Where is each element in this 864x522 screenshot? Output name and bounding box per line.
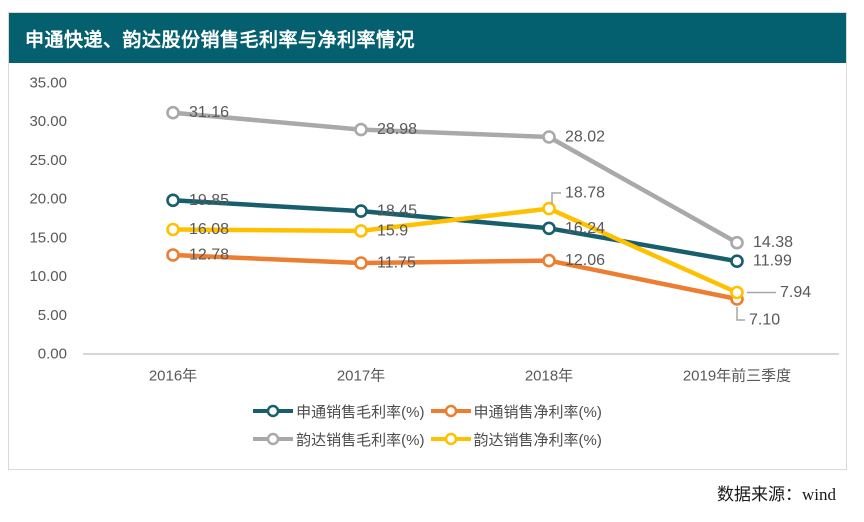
y-axis-label: 35.00 — [29, 75, 67, 92]
data-point-sto_gross — [166, 193, 180, 208]
data-label: 28.98 — [377, 121, 417, 138]
legend-marker-icon — [253, 432, 294, 446]
x-axis-label: 2018年 — [525, 368, 573, 385]
y-axis-label: 25.00 — [29, 152, 67, 169]
data-point-sto_gross — [730, 254, 744, 268]
data-point-yunda_net — [730, 285, 744, 300]
legend-item-sto_gross: 申通销售毛利率(%) — [253, 401, 425, 422]
data-point-sto_net — [542, 253, 556, 268]
series-line-yunda_gross — [172, 110, 739, 245]
data-label: 12.78 — [189, 247, 229, 264]
data-label: 7.94 — [780, 284, 811, 301]
y-axis-label: 0.00 — [38, 346, 67, 363]
data-label: 11.75 — [377, 255, 416, 272]
data-point-yunda_net — [542, 201, 556, 216]
data-label: 18.45 — [377, 203, 417, 220]
legend-marker-icon — [253, 404, 294, 418]
data-label: 31.16 — [189, 104, 229, 121]
series-line-sto_net — [172, 252, 738, 302]
line-chart: 35.00 30.00 25.00 20.00 15.00 10.00 5.00 0.00 20… — [29, 75, 839, 385]
source-note: 数据来源：wind — [717, 485, 836, 504]
data-label: 28.02 — [565, 129, 605, 146]
data-point-sto_net — [354, 256, 368, 270]
y-axis-label: 15.00 — [29, 229, 67, 246]
data-label: 19.85 — [189, 192, 229, 209]
data-point-yunda_gross — [354, 122, 368, 137]
legend-item-sto_net: 申通销售净利率(%) — [430, 401, 602, 422]
data-label: 18.78 — [565, 185, 605, 202]
chart-title: 申通快递、韵达股份销售毛利率与净利率情况 — [25, 29, 416, 51]
legend-marker-icon — [430, 432, 471, 446]
data-point-yunda_net — [354, 224, 368, 238]
data-label: 11.99 — [753, 253, 792, 270]
data-label: 7.10 — [749, 312, 780, 329]
series-line-yunda_net — [172, 206, 738, 295]
legend: 申通销售毛利率(%) 申通销售净利率(%) 韵达销售毛利率(%) 韵达销售净利率(%) — [9, 397, 846, 453]
x-axis-label: 2016年 — [149, 368, 197, 385]
leader-line — [736, 307, 745, 321]
chart-panel: 申通快递、韵达股份销售毛利率与净利率情况 35.00 30.00 25.00 20.0… — [8, 12, 847, 470]
y-axis-label: 5.00 — [38, 307, 67, 324]
y-axis-label: 10.00 — [29, 268, 67, 285]
legend-label: 申通销售净利率(%) — [473, 403, 602, 421]
data-point-yunda_net — [166, 222, 180, 237]
data-point-sto_gross — [542, 221, 556, 236]
data-label: 15.9 — [377, 222, 408, 239]
data-label: 14.38 — [753, 234, 793, 251]
legend-label: 韵达销售净利率(%) — [473, 431, 602, 449]
data-point-yunda_gross — [542, 130, 556, 144]
legend-row: 韵达销售毛利率(%) 韵达销售净利率(%) — [9, 425, 846, 453]
data-label: 12.06 — [565, 252, 605, 269]
legend-item-yunda_net: 韵达销售净利率(%) — [430, 429, 602, 450]
data-point-sto_net — [166, 248, 180, 262]
legend-row: 申通销售毛利率(%) 申通销售净利率(%) — [9, 397, 846, 425]
y-axis-label: 30.00 — [29, 113, 67, 130]
data-point-yunda_gross — [166, 105, 180, 120]
legend-item-yunda_gross: 韵达销售毛利率(%) — [253, 429, 425, 450]
leader-line — [551, 192, 561, 204]
legend-label: 韵达销售毛利率(%) — [296, 431, 425, 449]
x-axis-label: 2017年 — [337, 368, 385, 385]
legend-label: 申通销售毛利率(%) — [296, 403, 425, 421]
legend-marker-icon — [430, 404, 471, 418]
data-point-sto_gross — [354, 204, 368, 218]
y-axis-label: 20.00 — [29, 191, 67, 208]
data-label: 16.24 — [565, 220, 605, 237]
x-axis-label: 2019年前三季度 — [683, 368, 791, 385]
data-point-yunda_gross — [730, 235, 744, 250]
data-label: 16.08 — [189, 221, 229, 238]
title-bar: 申通快递、韵达股份销售毛利率与净利率情况 — [9, 13, 846, 63]
